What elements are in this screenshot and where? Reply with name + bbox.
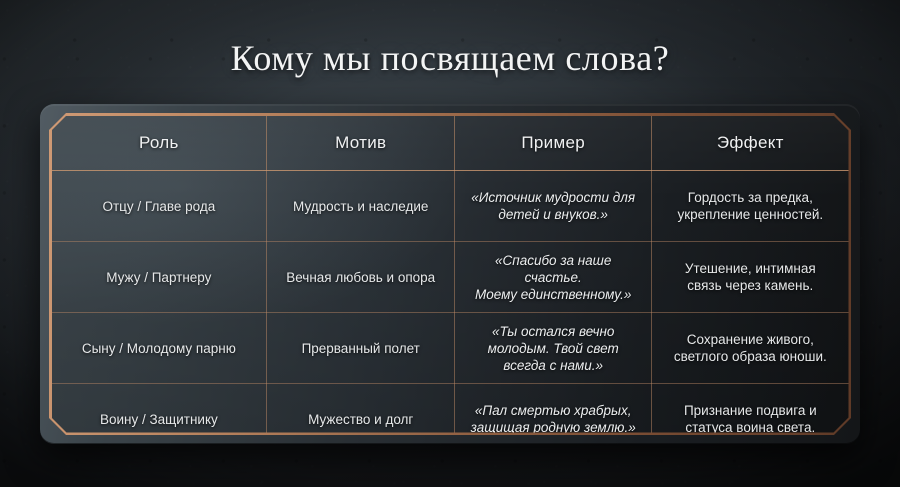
header-motive: Мотив [267,116,455,171]
cell-role: Отцу / Главе рода [52,171,267,242]
cell-motive: Мудрость и наследие [267,171,455,242]
cell-line: всегда с нами.» [503,357,604,373]
table-row: Воину / Защитнику Мужество и долг «Пал с… [52,384,849,433]
cell-line: Признание подвига и [683,403,817,419]
cell-example: «Спасибо за наше счастье. Моему единстве… [455,242,652,313]
table-plaque: Роль Мотив Пример Эффект Отцу / Главе ро… [40,104,860,444]
copper-frame-border: Роль Мотив Пример Эффект Отцу / Главе ро… [49,113,851,435]
cell-line: защищая родную землю.» [470,420,636,433]
cell-role: Мужу / Партнеру [52,242,267,313]
cell-effect: Утешение, интимная связь через камень. [652,242,849,313]
cell-role: Воину / Защитнику [52,384,267,433]
cell-example: «Ты остался вечно молодым. Твой свет все… [455,313,652,384]
cell-line: Моему единственному.» [475,286,632,302]
cell-line: статуса воина света. [685,420,816,433]
cell-effect: Признание подвига и статуса воина света. [652,384,849,433]
cell-motive: Прерванный полет [267,313,455,384]
roles-table: Роль Мотив Пример Эффект Отцу / Главе ро… [52,116,849,433]
cell-line: Гордость за предка, [687,190,813,205]
cell-line: светлого образа юноши. [673,349,827,364]
cell-line: молодым. Твой свет [487,340,619,356]
cell-line: «Источник мудрости для [471,190,636,205]
cell-line: связь через камень. [687,278,814,293]
cell-line: Утешение, интимная [684,261,816,276]
cell-line: «Ты остался вечно [491,323,615,339]
header-role: Роль [52,116,267,171]
cell-line: Сохранение живого, [686,332,814,347]
cell-line: детей и внуков.» [498,207,608,222]
header-effect: Эффект [652,116,849,171]
cell-motive: Вечная любовь и опора [267,242,455,313]
header-example: Пример [455,116,652,171]
table-head: Роль Мотив Пример Эффект [52,116,849,171]
header-row: Роль Мотив Пример Эффект [52,116,849,171]
table-row: Сыну / Молодому парню Прерванный полет «… [52,313,849,384]
cell-motive: Мужество и долг [267,384,455,433]
cell-line: «Пал смертью храбрых, [474,403,632,419]
table-row: Мужу / Партнеру Вечная любовь и опора «С… [52,242,849,313]
cell-effect: Сохранение живого, светлого образа юноши… [652,313,849,384]
cell-effect: Гордость за предка, укрепление ценностей… [652,171,849,242]
cell-role: Сыну / Молодому парню [52,313,267,384]
table-row: Отцу / Главе рода Мудрость и наследие «И… [52,171,849,242]
table-body: Отцу / Главе рода Мудрость и наследие «И… [52,171,849,433]
cell-example: «Пал смертью храбрых, защищая родную зем… [455,384,652,433]
cell-line: «Спасибо за наше счастье. [495,252,612,285]
table-surface: Роль Мотив Пример Эффект Отцу / Главе ро… [52,116,849,433]
page-title: Кому мы посвящаем слова? [230,38,670,78]
cell-example: «Источник мудрости для детей и внуков.» [455,171,652,242]
cell-line: укрепление ценностей. [677,207,824,222]
